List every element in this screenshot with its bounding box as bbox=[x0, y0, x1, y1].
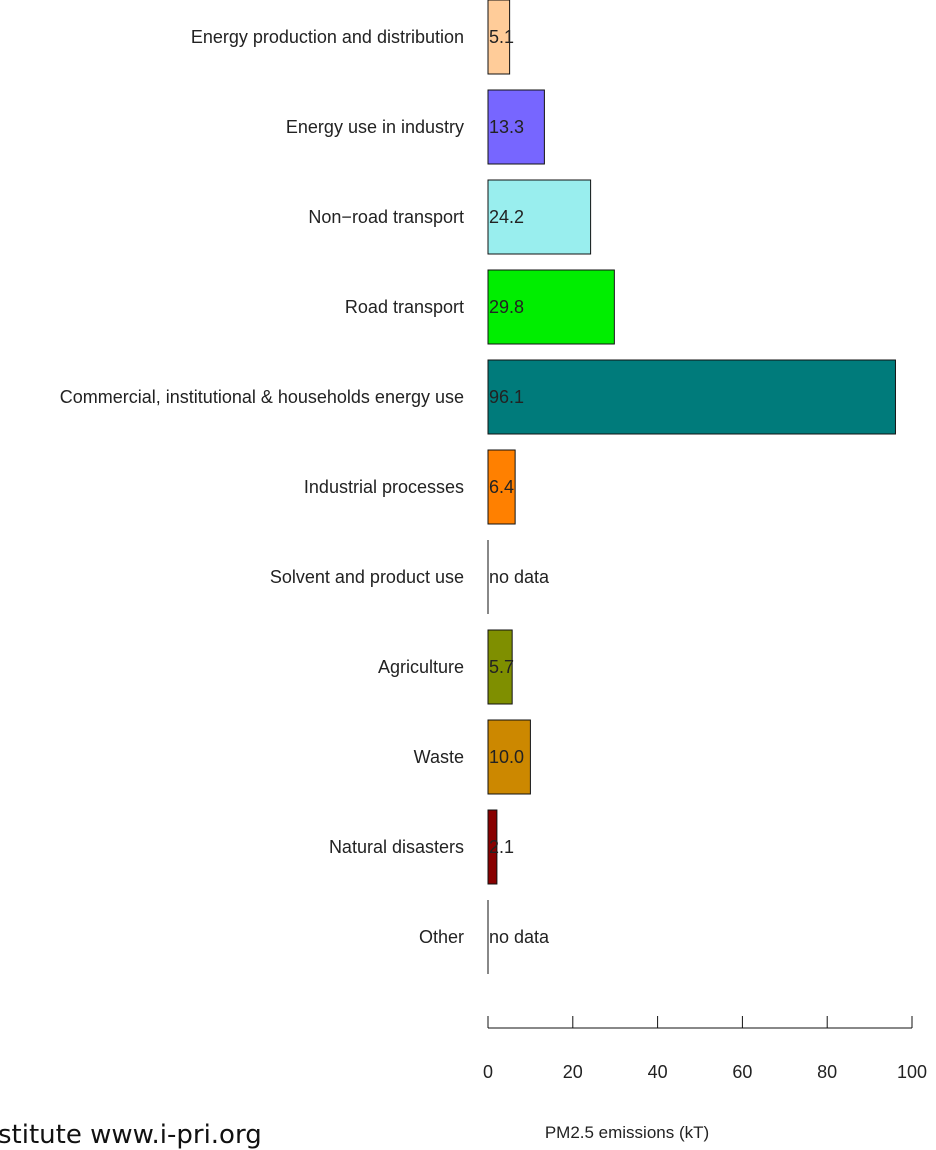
value-label-6: no data bbox=[489, 567, 550, 587]
x-tick-label-5: 100 bbox=[897, 1062, 927, 1082]
bar-7 bbox=[487, 629, 513, 705]
bar-9 bbox=[487, 809, 498, 885]
category-label-1: Energy use in industry bbox=[286, 117, 464, 137]
category-labels: Energy production and distribution Energy… bbox=[60, 27, 464, 947]
bar-0 bbox=[487, 0, 511, 75]
category-label-9: Natural disasters bbox=[329, 837, 464, 857]
category-label-2: Non−road transport bbox=[308, 207, 464, 227]
category-label-3: Road transport bbox=[345, 297, 464, 317]
value-label-2: 24.2 bbox=[489, 207, 524, 227]
value-label-7: 5.7 bbox=[489, 657, 514, 677]
bar-8 bbox=[487, 719, 531, 795]
category-label-8: Waste bbox=[414, 747, 464, 767]
value-labels: 5.1 13.3 24.2 29.8 96.1 6.4 no data 5.7 10.0 2.1 n… bbox=[489, 27, 550, 947]
value-label-4: 96.1 bbox=[489, 387, 524, 407]
x-tick-label-0: 0 bbox=[483, 1062, 493, 1082]
x-tick-label-2: 40 bbox=[648, 1062, 668, 1082]
bar-5 bbox=[487, 449, 516, 525]
category-label-7: Agriculture bbox=[378, 657, 464, 677]
value-label-0: 5.1 bbox=[489, 27, 514, 47]
x-axis: 0 20 40 60 80 100 bbox=[483, 1016, 927, 1082]
bar-4 bbox=[487, 359, 896, 435]
x-axis-title: PM2.5 emissions (kT) bbox=[545, 1123, 709, 1142]
category-label-5: Industrial processes bbox=[304, 477, 464, 497]
value-label-3: 29.8 bbox=[489, 297, 524, 317]
category-label-10: Other bbox=[419, 927, 464, 947]
value-label-5: 6.4 bbox=[489, 477, 514, 497]
value-label-10: no data bbox=[489, 927, 550, 947]
bars-group bbox=[487, 0, 896, 974]
x-tick-label-1: 20 bbox=[563, 1062, 583, 1082]
bar-2 bbox=[487, 179, 592, 255]
category-label-6: Solvent and product use bbox=[270, 567, 464, 587]
value-label-1: 13.3 bbox=[489, 117, 524, 137]
bar-3 bbox=[487, 269, 615, 345]
x-tick-label-3: 60 bbox=[732, 1062, 752, 1082]
footer-source-text: stitute www.i-pri.org bbox=[0, 1120, 262, 1150]
category-label-4: Commercial, institutional & households e… bbox=[60, 387, 464, 407]
bar-1 bbox=[487, 89, 545, 165]
category-label-0: Energy production and distribution bbox=[191, 27, 464, 47]
value-label-8: 10.0 bbox=[489, 747, 524, 767]
value-label-9: 2.1 bbox=[489, 837, 514, 857]
x-tick-label-4: 80 bbox=[817, 1062, 837, 1082]
